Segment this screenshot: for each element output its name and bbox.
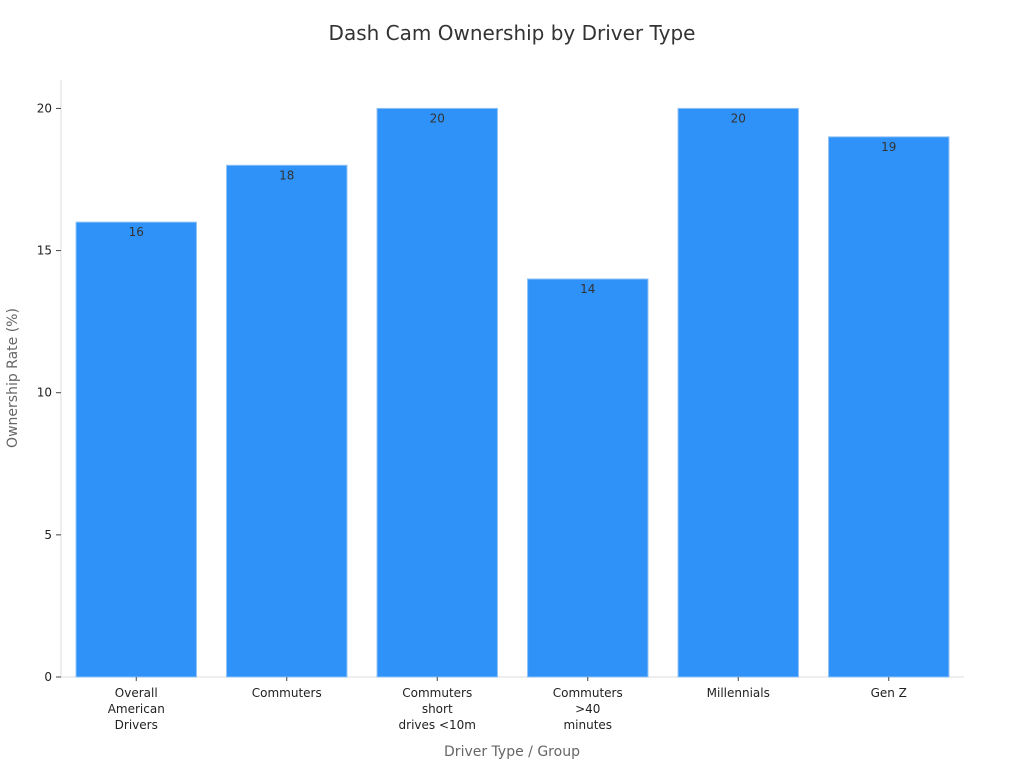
y-axis-label: Ownership Rate (%) bbox=[5, 308, 21, 448]
x-tick-label-line: Drivers bbox=[115, 718, 158, 732]
y-tick-label: 10 bbox=[37, 386, 52, 400]
y-tick-label: 20 bbox=[37, 101, 52, 115]
data-label: 19 bbox=[881, 140, 896, 154]
x-tick-label-line: Gen Z bbox=[871, 686, 907, 700]
bar bbox=[677, 107, 799, 678]
data-label: 20 bbox=[731, 111, 746, 125]
plot-area: 0 5 10 15 20 16 Overall American Drivers 18 Commut… bbox=[37, 80, 964, 732]
x-tick-label: Commuters >40 minutes bbox=[553, 686, 623, 732]
bar bbox=[828, 136, 950, 678]
x-tick-label-line: minutes bbox=[563, 718, 612, 732]
x-tick-label-line: short bbox=[422, 702, 453, 716]
x-tick-label: Commuters bbox=[252, 686, 322, 700]
bar bbox=[226, 164, 348, 678]
x-tick-label-line: American bbox=[108, 702, 165, 716]
x-tick-label: Commuters short drives <10m bbox=[399, 686, 476, 732]
x-tick-label-line: Commuters bbox=[402, 686, 472, 700]
x-tick-label-line: Commuters bbox=[252, 686, 322, 700]
x-tick-label: Millennials bbox=[707, 686, 770, 700]
chart-title: Dash Cam Ownership by Driver Type bbox=[329, 21, 696, 45]
y-tick-label: 15 bbox=[37, 244, 52, 258]
x-axis-label: Driver Type / Group bbox=[444, 744, 580, 760]
x-tick-label-line: Overall bbox=[115, 686, 158, 700]
x-tick-label-line: drives <10m bbox=[399, 718, 476, 732]
y-tick-label: 0 bbox=[44, 670, 52, 684]
x-tick-label: Overall American Drivers bbox=[108, 686, 165, 732]
data-label: 16 bbox=[129, 225, 144, 239]
x-tick-label-line: >40 bbox=[575, 702, 600, 716]
x-tick-label-line: Millennials bbox=[707, 686, 770, 700]
data-label: 20 bbox=[430, 111, 445, 125]
bar bbox=[75, 221, 197, 678]
bar bbox=[527, 278, 649, 678]
x-tick-label: Gen Z bbox=[871, 686, 907, 700]
bar bbox=[376, 107, 498, 678]
y-tick-label: 5 bbox=[44, 528, 52, 542]
data-label: 14 bbox=[580, 282, 595, 296]
data-label: 18 bbox=[279, 168, 294, 182]
x-tick-label-line: Commuters bbox=[553, 686, 623, 700]
